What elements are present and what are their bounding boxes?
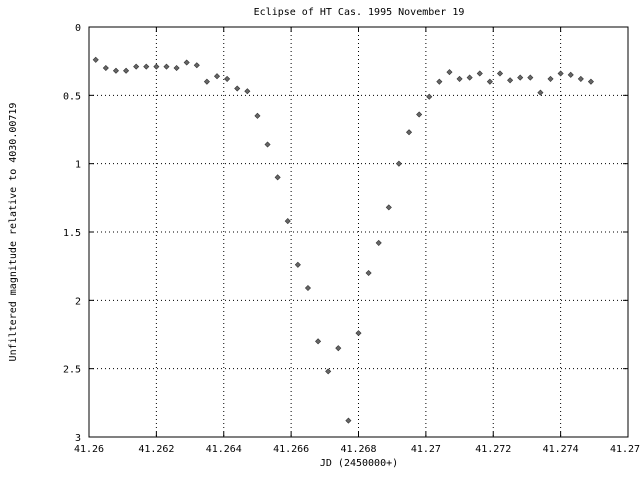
y-tick-label: 3 bbox=[75, 433, 81, 444]
data-point bbox=[335, 345, 342, 352]
data-points bbox=[92, 56, 594, 424]
data-point bbox=[284, 218, 291, 225]
data-point bbox=[527, 74, 534, 81]
data-point bbox=[406, 129, 413, 136]
data-point bbox=[183, 59, 190, 66]
data-point bbox=[244, 88, 251, 95]
data-point bbox=[476, 70, 483, 77]
data-point bbox=[385, 204, 392, 211]
data-point bbox=[254, 112, 261, 119]
data-point bbox=[496, 70, 504, 77]
data-point bbox=[123, 67, 130, 74]
data-point bbox=[193, 62, 200, 69]
data-point bbox=[315, 338, 322, 345]
data-point bbox=[577, 75, 584, 82]
data-point bbox=[143, 63, 150, 70]
x-tick-label: 41.27 bbox=[411, 444, 441, 455]
data-point bbox=[416, 111, 423, 118]
y-tick-label: 1.5 bbox=[63, 228, 81, 239]
x-axis-label: JD (2450000+) bbox=[320, 458, 398, 469]
y-tick-label: 2.5 bbox=[63, 365, 81, 376]
tick-labels: 41.26 41.262 41.264 41.266 41.268 41.27 41.272… bbox=[63, 23, 640, 455]
data-point bbox=[173, 64, 180, 72]
x-tick-label: 41.268 bbox=[340, 444, 376, 455]
data-point bbox=[203, 78, 210, 85]
y-tick-label: 1 bbox=[75, 160, 81, 171]
data-point bbox=[395, 160, 402, 167]
axis-ticks bbox=[88, 26, 629, 438]
data-point bbox=[466, 74, 473, 81]
data-point bbox=[304, 285, 311, 292]
data-point bbox=[274, 174, 281, 181]
data-point bbox=[436, 78, 443, 85]
data-point bbox=[365, 269, 372, 277]
x-tick-label: 41.266 bbox=[273, 444, 309, 455]
x-tick-label: 41.26 bbox=[74, 444, 104, 455]
data-point bbox=[426, 93, 433, 100]
data-point bbox=[375, 239, 382, 246]
data-point bbox=[486, 78, 493, 85]
chart-title: Eclipse of HT Cas. 1995 November 19 bbox=[254, 7, 465, 18]
data-point bbox=[547, 75, 554, 82]
y-tick-label: 0 bbox=[75, 23, 81, 34]
data-point bbox=[557, 70, 564, 77]
y-tick-label: 2 bbox=[75, 296, 81, 307]
data-point bbox=[112, 67, 119, 74]
data-point bbox=[345, 417, 352, 424]
data-point bbox=[355, 330, 362, 337]
data-point bbox=[325, 368, 332, 375]
data-point bbox=[587, 78, 594, 85]
data-point bbox=[507, 77, 514, 84]
data-point bbox=[517, 74, 524, 81]
x-tick-label: 41.276 bbox=[610, 444, 640, 455]
data-point bbox=[537, 89, 544, 96]
data-point bbox=[153, 63, 160, 70]
x-tick-label: 41.274 bbox=[543, 444, 579, 455]
data-point bbox=[224, 75, 231, 82]
data-point bbox=[456, 75, 463, 82]
grid-lines bbox=[89, 27, 628, 437]
data-point bbox=[133, 63, 140, 70]
data-point bbox=[446, 69, 453, 76]
data-point bbox=[264, 141, 271, 148]
data-point bbox=[102, 64, 109, 72]
data-point bbox=[213, 73, 221, 80]
x-tick-label: 41.272 bbox=[475, 444, 511, 455]
y-tick-label: 0.5 bbox=[63, 91, 81, 102]
x-tick-label: 41.264 bbox=[206, 444, 242, 455]
x-tick-label: 41.262 bbox=[138, 444, 174, 455]
y-axis-label: Unfiltered magnitude relative to 4030.00… bbox=[8, 103, 19, 362]
data-point bbox=[567, 71, 574, 78]
data-point bbox=[234, 85, 241, 92]
data-point bbox=[92, 56, 99, 63]
data-point bbox=[163, 63, 170, 70]
data-point bbox=[294, 261, 301, 268]
